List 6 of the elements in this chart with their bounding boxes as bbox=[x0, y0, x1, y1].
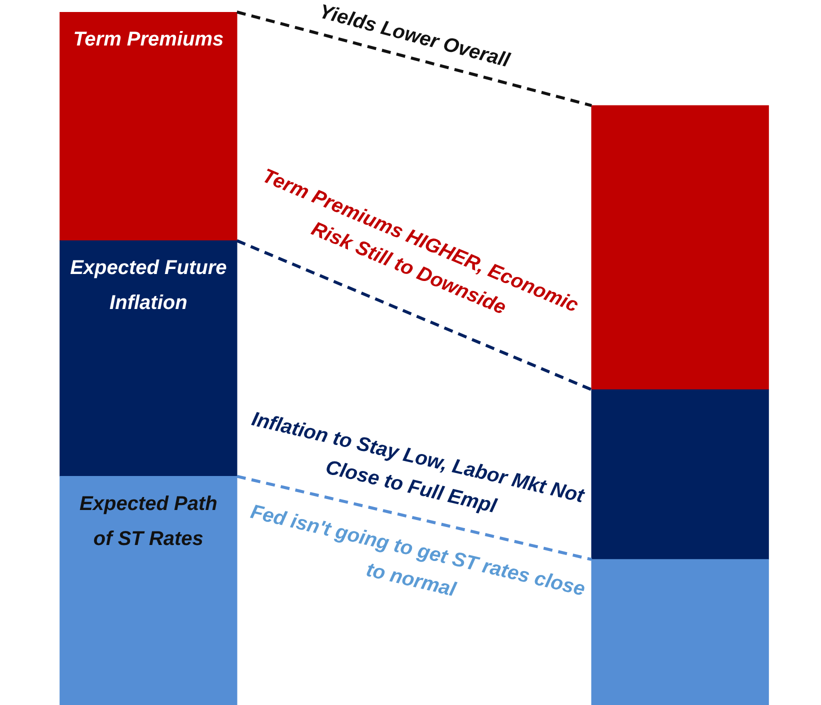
series-label: Expected Path of ST Rates bbox=[80, 492, 218, 550]
series-label: Expected Future Inflation bbox=[70, 257, 227, 314]
bar bbox=[591, 105, 769, 390]
series-label: Term Premiums bbox=[73, 28, 224, 51]
annotation: Yields Lower Overall bbox=[316, 0, 512, 72]
bar bbox=[60, 12, 238, 242]
